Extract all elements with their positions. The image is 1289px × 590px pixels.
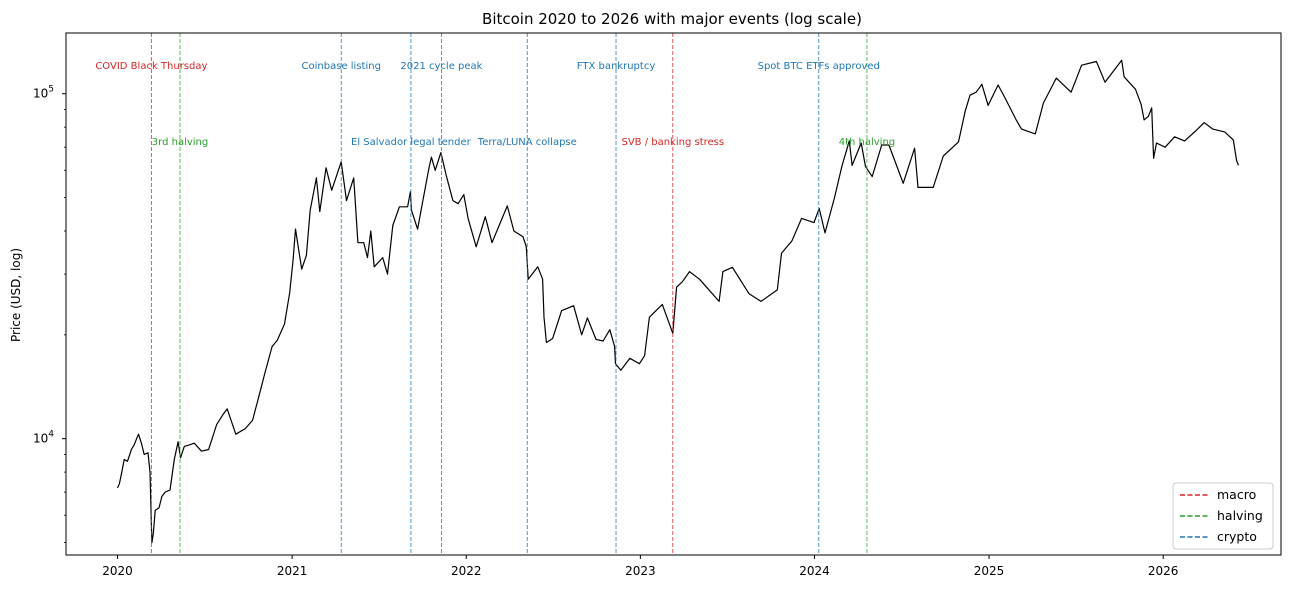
x-tick-label-0: 2020 (102, 564, 133, 578)
price-series-line (116, 59, 1240, 544)
event-label-3: El Salvador legal tender (351, 137, 472, 148)
event-label-7: SVB / banking stress (621, 137, 724, 148)
plot-area: COVID Black Thursday 3rd halving Coinbase … (33, 32, 1282, 578)
event-label-6: FTX bankruptcy (577, 61, 656, 72)
event-label-1: 3rd halving (152, 137, 208, 148)
legend-label-halving: halving (1217, 508, 1263, 523)
plot-frame (65, 32, 1282, 556)
event-label-5: Terra/LUNA collapse (477, 137, 577, 148)
y-tick-label-0: 104 (33, 430, 54, 446)
event-label-8: Spot BTC ETFs approved (758, 61, 880, 72)
legend-label-crypto: crypto (1217, 529, 1257, 544)
x-tick-label-5: 2025 (974, 564, 1005, 578)
legend-label-macro: macro (1217, 487, 1256, 502)
x-tick-label-1: 2021 (277, 564, 308, 578)
chart-title: Bitcoin 2020 to 2026 with major events (… (482, 10, 862, 28)
y-tick-label-1: 105 (33, 85, 54, 101)
x-tick-label-3: 2023 (625, 564, 656, 578)
event-label-0: COVID Black Thursday (95, 61, 207, 72)
x-tick-label-2: 2022 (451, 564, 482, 578)
legend-box (1172, 482, 1274, 550)
event-label-2: Coinbase listing (302, 61, 381, 72)
y-axis-label: Price (USD, log) (9, 248, 23, 342)
event-label-9: 4th halving (839, 137, 895, 148)
event-label-4: 2021 cycle peak (400, 61, 482, 72)
x-tick-label-4: 2024 (799, 564, 830, 578)
x-tick-label-6: 2026 (1148, 564, 1179, 578)
